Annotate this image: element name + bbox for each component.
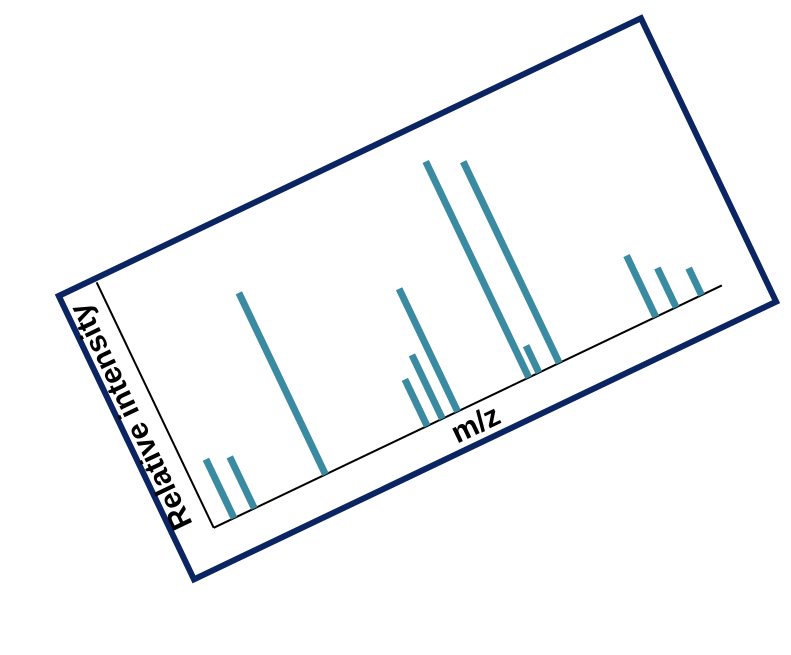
rotated-plot-group: m/z Relative intensity — [56, 18, 776, 580]
